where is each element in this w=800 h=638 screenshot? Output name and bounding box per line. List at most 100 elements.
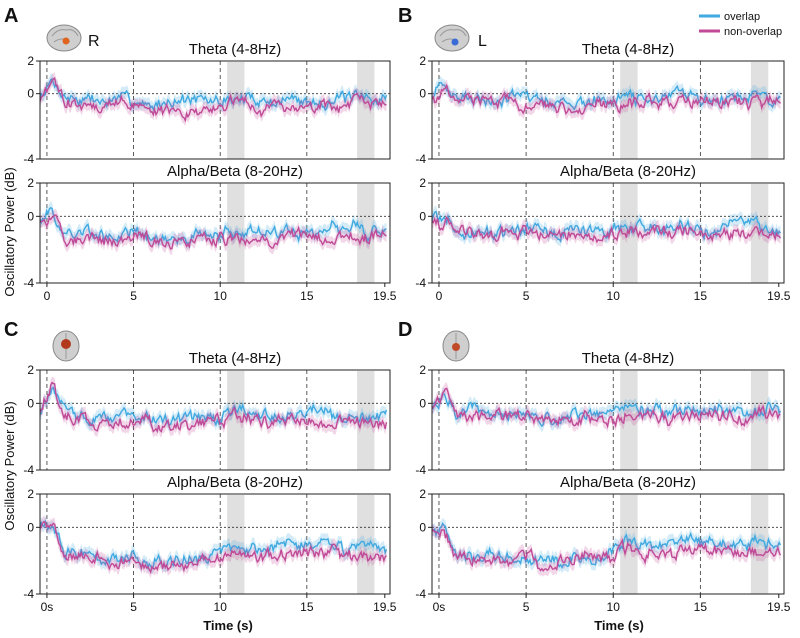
error-band-overlap — [40, 515, 387, 575]
plot-title: Theta (4-8Hz) — [189, 350, 282, 367]
plot-frame — [431, 493, 785, 595]
y-tick-label: 2 — [27, 176, 34, 190]
plot-frame — [39, 60, 391, 160]
y-tick-label: 0 — [419, 209, 426, 223]
x-tick-label: 15 — [694, 600, 708, 614]
y-tick-label: 0 — [419, 396, 426, 410]
brain-coronal-icon-d — [442, 330, 470, 362]
error-band-overlap — [40, 381, 387, 432]
error-band-non-overlap — [432, 211, 781, 248]
series-line-overlap — [39, 519, 388, 571]
shaded-interval — [357, 495, 375, 594]
shaded-interval — [620, 371, 638, 470]
series-line-non-overlap — [431, 387, 781, 429]
series-line-overlap — [431, 522, 782, 570]
error-band-overlap — [432, 517, 781, 574]
y-tick-label: 0 — [419, 87, 426, 101]
y-tick-label: 2 — [27, 363, 34, 377]
y-tick-label: 0 — [27, 209, 34, 223]
y-tick-label: 2 — [27, 487, 34, 501]
error-band-non-overlap — [432, 382, 781, 433]
y-tick-label: -4 — [415, 463, 426, 477]
error-band-overlap — [432, 205, 781, 248]
shaded-interval — [620, 62, 638, 159]
x-tick-label: 0s — [41, 600, 54, 614]
series-line-non-overlap — [39, 381, 388, 434]
series-line-non-overlap — [39, 520, 387, 575]
series-line-non-overlap — [431, 83, 782, 116]
y-tick-label: -4 — [415, 276, 426, 290]
x-tick-label: 5 — [523, 600, 530, 614]
y-tick-label: -4 — [23, 463, 34, 477]
x-tick-label: 10 — [607, 289, 621, 303]
plot-title: Alpha/Beta (8-20Hz) — [167, 163, 303, 180]
plot-c-theta: Theta (4-8Hz) 2 0 -4 — [23, 350, 391, 477]
plot-frame — [431, 182, 785, 284]
plot-a-alpha-beta: Alpha/Beta (8-20Hz) 2 0 -4 0 5 10 15 19.5 — [23, 163, 396, 303]
x-axis-title-d: Time (s) — [594, 618, 644, 633]
hemisphere-label-b: L — [478, 33, 487, 50]
plot-b-alpha-beta: Alpha/Beta (8-20Hz) 2 0 -4 0 5 10 15 19.5 — [415, 163, 790, 303]
x-axis-title-c: Time (s) — [203, 618, 253, 633]
y-tick-label: 0 — [27, 87, 34, 101]
plot-title: Theta (4-8Hz) — [582, 350, 675, 367]
panel-letter-d: D — [398, 319, 412, 341]
x-tick-label: 10 — [214, 600, 228, 614]
series-line-non-overlap — [431, 528, 782, 572]
plot-a-theta: Theta (4-8Hz) 2 0 -4 — [23, 41, 391, 166]
error-band-non-overlap — [40, 209, 387, 255]
y-tick-label: 2 — [27, 54, 34, 68]
plot-title: Alpha/Beta (8-20Hz) — [167, 474, 303, 491]
x-tick-label: 15 — [694, 289, 708, 303]
x-tick-label: 15 — [300, 600, 314, 614]
shaded-interval — [750, 495, 769, 594]
plot-title: Alpha/Beta (8-20Hz) — [560, 163, 696, 180]
plot-title: Theta (4-8Hz) — [189, 41, 282, 58]
shaded-interval — [227, 371, 245, 470]
series-line-non-overlap — [39, 214, 387, 250]
series-line-non-overlap — [431, 216, 782, 244]
plot-frame — [39, 182, 391, 284]
x-tick-label: 5 — [130, 289, 137, 303]
brain-sagittal-icon-b — [434, 24, 470, 52]
error-band-non-overlap — [432, 523, 781, 577]
hemisphere-label-a: R — [88, 33, 100, 50]
legend: overlap non-overlap — [699, 11, 782, 38]
y-axis-title-top: Oscillatory Power (dB) — [2, 167, 17, 296]
plot-d-theta: Theta (4-8Hz) 2 0 -4 — [415, 350, 785, 477]
shaded-interval — [357, 62, 375, 159]
series-line-overlap — [431, 81, 781, 111]
x-tick-label: 19.5 — [373, 600, 397, 614]
x-tick-label: 19.5 — [767, 600, 791, 614]
series-line-non-overlap — [39, 76, 387, 123]
plot-d-alpha-beta: Alpha/Beta (8-20Hz) 2 0 -4 0s 5 10 15 19.5 — [415, 474, 790, 614]
y-tick-label: 2 — [419, 54, 426, 68]
x-tick-label: 0 — [436, 289, 443, 303]
legend-label-overlap: overlap — [724, 11, 760, 23]
x-tick-label: 15 — [300, 289, 314, 303]
shaded-interval — [227, 62, 245, 159]
plot-title: Alpha/Beta (8-20Hz) — [560, 474, 696, 491]
y-tick-label: 0 — [419, 520, 426, 534]
shaded-interval — [750, 62, 769, 159]
plot-frame — [431, 60, 785, 160]
panel-letter-a: A — [4, 5, 18, 27]
plot-c-alpha-beta: Alpha/Beta (8-20Hz) 2 0 -4 0s 5 10 15 19.5 — [23, 474, 396, 614]
x-tick-label: 10 — [214, 289, 228, 303]
brain-coronal-icon-c — [52, 330, 80, 362]
shaded-interval — [357, 184, 375, 283]
x-tick-label: 0s — [433, 600, 446, 614]
y-tick-label: -4 — [23, 276, 34, 290]
plot-frame — [39, 369, 391, 471]
panel-letter-b: B — [398, 5, 412, 27]
shaded-interval — [227, 495, 245, 594]
error-band-overlap — [432, 388, 781, 433]
x-tick-label: 19.5 — [373, 289, 397, 303]
plot-frame — [431, 369, 785, 471]
y-axis-title-bottom: Oscillatory Power (dB) — [2, 401, 17, 530]
x-tick-label: 10 — [607, 600, 621, 614]
y-tick-label: -4 — [23, 587, 34, 601]
y-tick-label: 2 — [419, 487, 426, 501]
x-tick-label: 0 — [44, 289, 51, 303]
